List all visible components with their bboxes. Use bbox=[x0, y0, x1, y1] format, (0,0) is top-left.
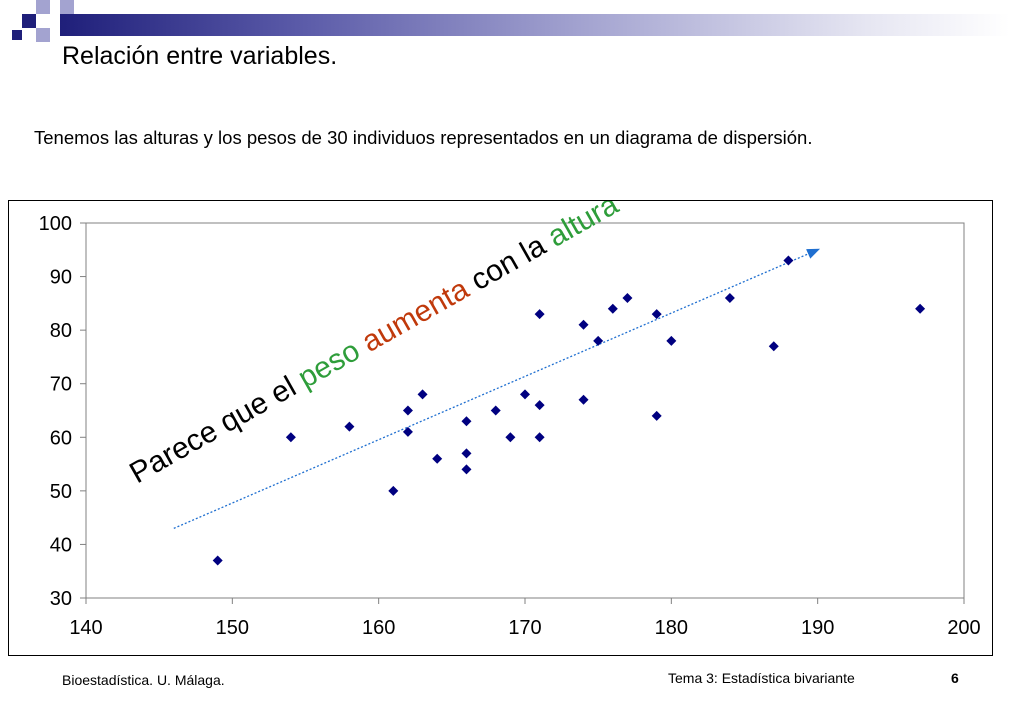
y-tick-label: 50 bbox=[50, 481, 72, 503]
data-point bbox=[651, 410, 662, 421]
data-point bbox=[461, 464, 472, 475]
data-point bbox=[212, 555, 223, 566]
data-point bbox=[534, 309, 545, 320]
y-tick-label: 80 bbox=[50, 320, 72, 342]
y-tick-label: 30 bbox=[50, 588, 72, 610]
x-tick-label: 160 bbox=[362, 617, 395, 639]
data-point bbox=[768, 341, 779, 352]
annotation-segment: altura bbox=[542, 201, 624, 254]
data-point bbox=[915, 303, 926, 314]
trend-annotation: Parece que el peso aumenta con la altura bbox=[124, 201, 624, 490]
data-point bbox=[461, 448, 472, 459]
y-tick-label: 70 bbox=[50, 374, 72, 396]
data-point bbox=[783, 255, 794, 266]
x-tick-label: 150 bbox=[216, 617, 249, 639]
y-tick-label: 60 bbox=[50, 427, 72, 449]
header-square-light bbox=[36, 28, 50, 42]
header-square-light bbox=[60, 0, 74, 14]
data-point bbox=[344, 421, 355, 432]
data-point bbox=[534, 400, 545, 411]
annotation-segment: aumenta bbox=[356, 272, 474, 358]
header-square-dark bbox=[22, 14, 36, 28]
data-point bbox=[578, 394, 589, 405]
data-point bbox=[666, 335, 677, 346]
slide-title: Relación entre variables. bbox=[62, 42, 338, 70]
footer-course: Bioestadística. U. Málaga. bbox=[62, 672, 225, 688]
trend-arrow bbox=[173, 248, 821, 529]
y-tick-label: 90 bbox=[50, 267, 72, 289]
header-square-dark bbox=[12, 30, 22, 40]
header-gradient-bar bbox=[60, 14, 1010, 36]
data-point bbox=[417, 389, 428, 400]
data-point bbox=[490, 405, 501, 416]
x-tick-label: 170 bbox=[508, 617, 541, 639]
footer-topic: Tema 3: Estadística bivariante bbox=[668, 670, 855, 686]
data-point bbox=[724, 293, 735, 303]
annotation-segment: Parece que el bbox=[124, 366, 309, 490]
x-tick-label: 190 bbox=[801, 617, 834, 639]
scatter-plot: 30 40 50 60 70 80 90 100 140 150 160 170 180 190 200 Pa… bbox=[39, 201, 981, 639]
data-point bbox=[607, 303, 618, 314]
data-point bbox=[432, 453, 443, 464]
data-point bbox=[622, 293, 633, 303]
annotation-segment: con la bbox=[458, 225, 558, 301]
x-tick-label: 180 bbox=[655, 617, 688, 639]
data-point bbox=[578, 319, 589, 330]
chart-frame: 30 40 50 60 70 80 90 100 140 150 160 170 180 190 200 Pa… bbox=[8, 200, 993, 656]
page-number: 6 bbox=[951, 670, 959, 686]
y-tick-label: 40 bbox=[50, 534, 72, 556]
data-point bbox=[593, 335, 604, 346]
intro-text: Tenemos las alturas y los pesos de 30 in… bbox=[34, 127, 813, 148]
data-point bbox=[402, 405, 413, 416]
x-tick-label: 140 bbox=[69, 617, 102, 639]
y-tick-label: 100 bbox=[39, 213, 72, 235]
data-point bbox=[461, 416, 472, 427]
data-point bbox=[285, 432, 296, 443]
data-point bbox=[505, 432, 516, 443]
data-point bbox=[520, 389, 530, 400]
data-point bbox=[651, 309, 662, 320]
data-point bbox=[388, 485, 399, 496]
data-point bbox=[534, 432, 545, 443]
x-tick-label: 200 bbox=[947, 617, 980, 639]
header-square-light bbox=[36, 0, 50, 14]
data-point bbox=[402, 426, 413, 437]
